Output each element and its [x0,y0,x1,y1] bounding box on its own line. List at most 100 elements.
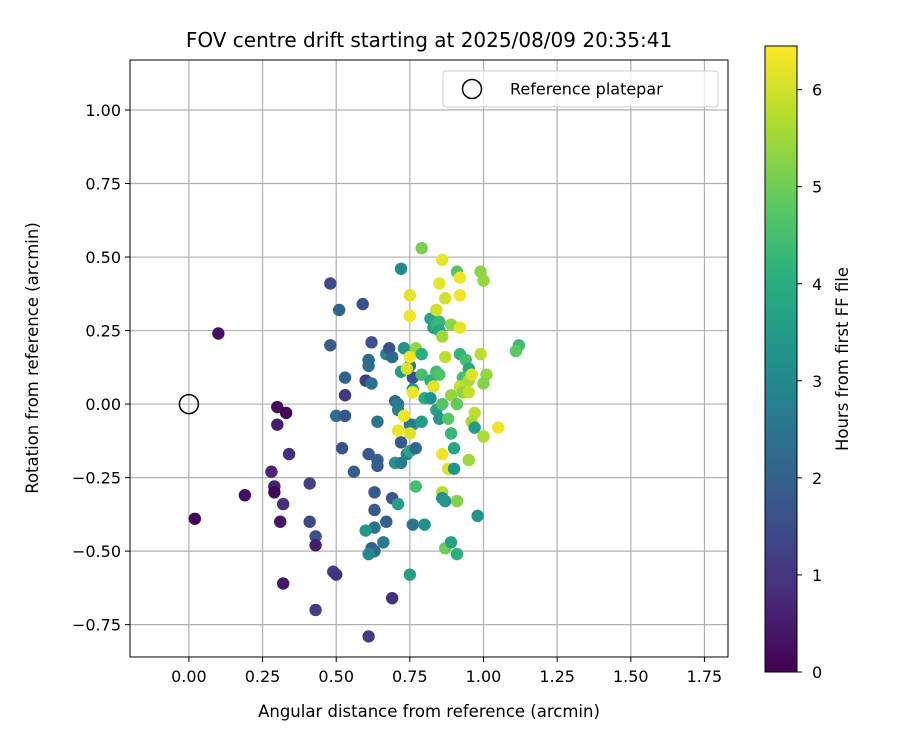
data-point [468,421,481,434]
data-point [453,321,467,334]
data-point [365,336,378,349]
data-point [356,297,369,311]
x-tick-label: 0.00 [171,667,207,686]
colorbar-frame [764,45,798,673]
data-point [471,509,484,523]
legend: Reference platepar [442,70,719,108]
data-point [338,371,352,384]
data-point [447,462,461,475]
data-point [324,339,337,352]
data-point [347,465,361,478]
data-point [338,389,352,402]
data-point [436,447,449,461]
data-point [406,386,419,399]
data-point [362,547,375,561]
data-point [212,327,225,340]
data-point [415,368,428,381]
data-point [436,397,449,411]
data-point [377,536,390,549]
y-tick-label: −0.75 [72,616,121,635]
data-point [424,392,437,405]
data-point [450,397,464,411]
data-point [403,418,417,431]
x-tick-label: 1.75 [687,667,723,686]
data-point [403,309,417,323]
reference-platepar-marker [178,393,200,415]
data-point [427,380,440,393]
data-point [433,315,446,328]
data-point [324,277,337,290]
data-point [439,494,452,508]
data-point [303,515,316,528]
data-point [391,424,405,437]
data-point [394,262,408,276]
legend-marker-icon [461,78,483,100]
data-point [330,568,343,581]
plot-frame [129,59,729,658]
data-point [509,344,523,358]
data-point [276,577,290,590]
y-ticks: −0.75 −0.50 −0.25 0.00 0.25 0.50 0.75 1.00 [72,101,130,635]
colorbar-tick-label: 3 [812,372,822,391]
y-tick-label: 0.75 [85,175,121,194]
y-tick-label: 0.25 [85,322,121,341]
grid [130,60,728,657]
colorbar-label: Hours from first FF file [833,267,852,451]
data-point [371,415,384,428]
x-ticks: 0.00 0.25 0.50 0.75 1.00 1.25 1.50 1.75 [171,657,722,686]
data-point [359,524,372,537]
data-point [439,292,452,305]
data-point [403,568,417,581]
data-point [368,486,381,499]
data-point [332,303,346,317]
x-tick-label: 1.50 [613,667,649,686]
data-point [309,530,322,543]
data-point [477,377,490,390]
data-point [385,350,399,364]
data-point [474,347,487,361]
data-point [453,289,467,302]
data-point [394,456,408,470]
data-point [271,418,284,431]
data-point [436,330,449,343]
data-point [453,271,467,284]
colorbar-tick-label: 0 [812,663,822,682]
data-point [238,489,252,502]
data-point [330,409,343,423]
data-point [397,342,411,355]
data-point [492,421,505,434]
data-point [441,412,455,425]
data-point [450,494,464,508]
data-point [380,515,393,528]
data-point [362,447,375,461]
data-point [397,409,411,423]
data-point [400,362,414,375]
data-point [403,350,417,364]
y-tick-label: 0.00 [85,395,121,414]
data-point [338,409,352,423]
y-axis-label: Rotation from reference (arcmin) [23,222,42,494]
data-point [276,497,290,511]
x-tick-label: 1.00 [466,667,502,686]
data-point [368,503,381,517]
data-point [365,377,378,390]
data-point [271,400,284,414]
data-point [391,497,405,511]
data-point [444,536,458,549]
data-point [450,547,464,561]
data-point [433,277,446,290]
colorbar: 0 1 2 3 4 5 6 Hours from first FF file [764,45,852,682]
data-point [188,512,202,525]
data-point [303,477,316,490]
data-point [282,447,296,461]
data-point [433,368,446,381]
x-tick-label: 0.75 [392,667,428,686]
data-point [430,303,443,317]
data-point [477,274,490,287]
data-point [268,486,281,499]
data-point [385,591,399,605]
colorbar-tick-label: 1 [812,566,822,585]
data-point [418,518,431,531]
colorbar-ticks: 0 1 2 3 4 5 6 [797,81,822,682]
